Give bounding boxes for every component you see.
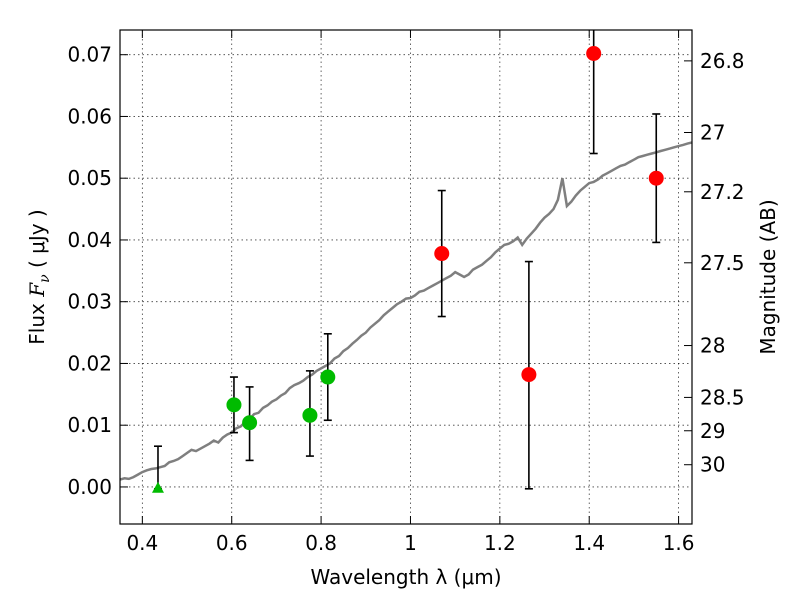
y-tick-label: 0.00 [67, 475, 112, 499]
y2-tick-label: 27.5 [700, 251, 745, 275]
y-tick-label: 0.03 [67, 290, 112, 314]
green-detection-marker [226, 397, 242, 413]
y2-axis-label: Magnitude (AB) [756, 199, 780, 354]
x-tick-label: 0.8 [305, 531, 337, 555]
model-sed-line [120, 141, 692, 481]
red-detection-marker [521, 367, 537, 383]
x-tick-label: 0.6 [216, 531, 248, 555]
green-detection-marker [302, 407, 318, 423]
y-axis-label-suffix: ( μJy ) [25, 209, 49, 274]
y-tick-label: 0.06 [67, 104, 112, 128]
green-detection-marker [242, 415, 258, 431]
y-axis-label-var: F [25, 282, 49, 298]
y-tick-label: 0.07 [67, 43, 112, 67]
y2-tick-label: 27 [700, 121, 725, 145]
y-axis-label-sub: ν [37, 274, 53, 283]
x-tick-label: 1 [404, 531, 417, 555]
x-tick-label: 1.6 [663, 531, 695, 555]
data-layer [120, 30, 692, 493]
red-detection-marker [648, 170, 664, 186]
y2-tick-label: 30 [700, 453, 725, 477]
y-tick-label: 0.01 [67, 413, 112, 437]
plot-frame [119, 29, 693, 525]
red-detection-marker [434, 246, 450, 262]
x-tick-label: 1.4 [573, 531, 605, 555]
x-tick-label: 1.2 [484, 531, 516, 555]
y2-tick-label: 27.2 [700, 180, 745, 204]
x-axis-label: Wavelength λ (μm) [310, 565, 501, 589]
y-axis-label-prefix: Flux [25, 297, 49, 345]
y2-tick-label: 28.5 [700, 385, 745, 409]
y2-tick-label: 28 [700, 334, 725, 358]
red-detection-marker [586, 45, 602, 61]
y2-tick-label: 29 [700, 419, 725, 443]
y-tick-label: 0.04 [67, 228, 112, 252]
green-detection-marker [320, 369, 336, 385]
plot-background [120, 30, 692, 524]
x-tick-label: 0.4 [126, 531, 158, 555]
y2-tick-label: 26.8 [700, 49, 745, 73]
y-axis-label: Flux Fν ( μJy ) [25, 209, 53, 344]
y-tick-label: 0.05 [67, 166, 112, 190]
upper-limit-triangle-marker [151, 481, 164, 493]
y-tick-label: 0.02 [67, 351, 112, 375]
ticks: 0.4 0.6 0.8 1 1.2 1.4 1.6 0.00 0.01 0.02 0.03 0.04 0… [67, 30, 745, 555]
grid [120, 30, 692, 524]
